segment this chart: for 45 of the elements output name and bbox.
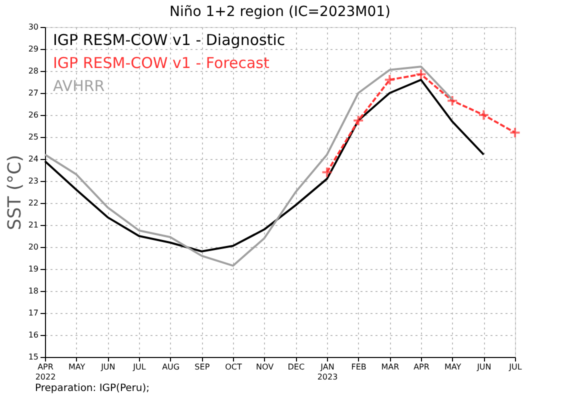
text: AVHRR [53, 77, 105, 95]
y-tick-label: 17 [28, 308, 38, 318]
y-tick-label: 20 [28, 242, 38, 252]
y-tick-label: 28 [28, 66, 38, 76]
x-tick-label: JUN [100, 362, 116, 372]
y-tick-label: 30 [28, 22, 38, 32]
x-tick-label: JAN 2023 [317, 362, 338, 382]
x-tick-label: JUN [476, 362, 492, 372]
point [415, 68, 427, 80]
x-tick-label: SEP [194, 362, 210, 372]
y-tick-label: 27 [28, 88, 38, 98]
x-tick-label: NOV [256, 362, 274, 372]
point [321, 166, 333, 178]
x-tick-label: MAY [68, 362, 86, 372]
y-axis-title: SST (°C) [4, 154, 26, 230]
x-tick-label: JUL [132, 362, 146, 372]
y-tick-label: 19 [28, 264, 38, 274]
x-tick-label: AUG [162, 362, 180, 372]
point [352, 114, 364, 126]
point [509, 126, 521, 138]
text: IGP RESM-COW v1 - Diagnostic [53, 31, 286, 49]
x-tick-label: FEB [351, 362, 366, 372]
x-tick-label: MAY [444, 362, 462, 372]
point [478, 109, 490, 121]
x-tick-label: JUL [508, 362, 522, 372]
x-tick-label: OCT [225, 362, 242, 372]
y-tick-label: 25 [28, 132, 38, 142]
y-tick-label: 22 [28, 198, 38, 208]
x-tick-label: MAR [381, 362, 400, 372]
y-tick-label: 23 [28, 176, 38, 186]
x-tick-label: DEC [288, 362, 305, 372]
y-tick-label: 26 [28, 110, 38, 120]
x-tick-label: APR 2022 [35, 362, 56, 382]
y-tick-label: 18 [28, 286, 38, 296]
x-tick-label: APR [414, 362, 430, 372]
y-tick-label: 21 [28, 220, 38, 230]
chart-title: Niño 1+2 region (IC=2023M01) [169, 4, 391, 20]
y-tick-label: 16 [28, 330, 38, 340]
y-tick-label: 15 [28, 352, 38, 362]
y-tick-label: 24 [28, 154, 38, 164]
point [384, 74, 396, 86]
text: IGP RESM-COW v1 - Forecast [53, 54, 270, 72]
text: Preparation: IGP(Peru); [35, 383, 150, 394]
y-tick-label: 29 [28, 44, 38, 54]
point [446, 94, 458, 106]
